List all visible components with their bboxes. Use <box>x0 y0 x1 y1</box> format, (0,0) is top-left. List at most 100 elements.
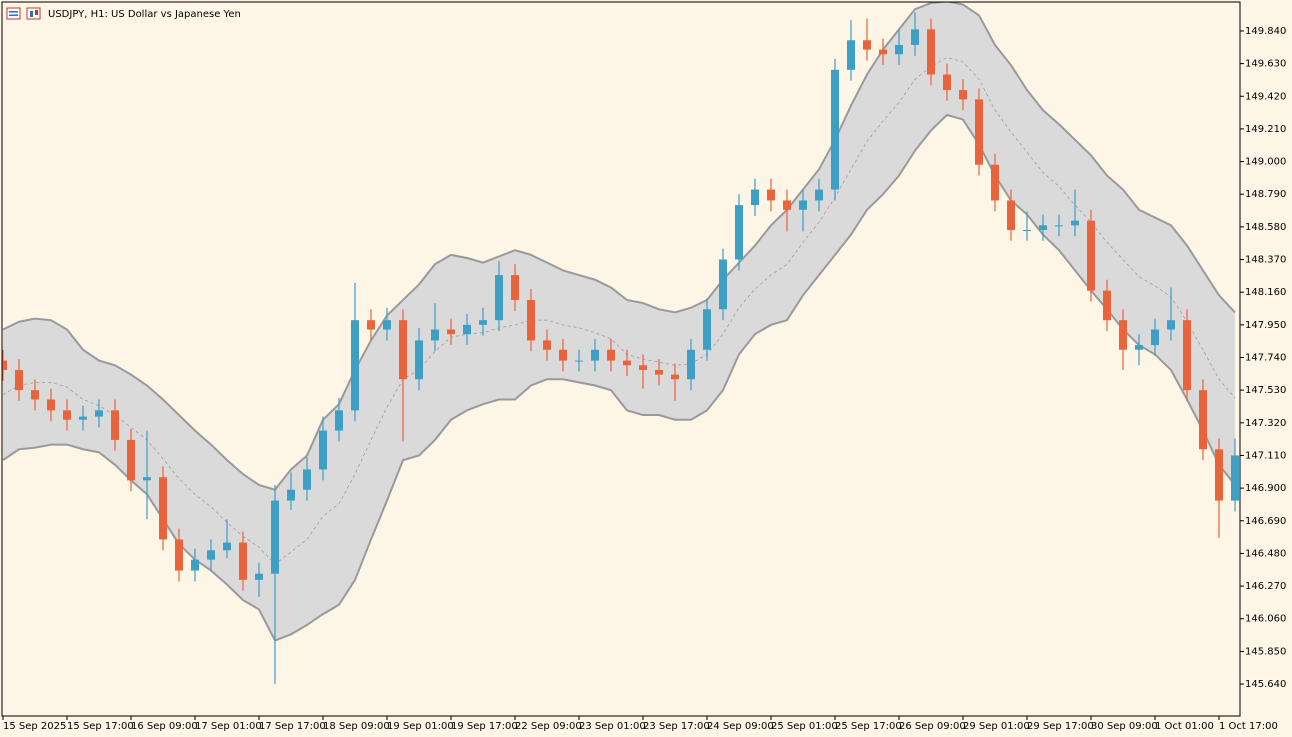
y-tick-label: 149.840 <box>1245 26 1286 37</box>
candle-body <box>159 477 167 540</box>
candle-body <box>895 44 903 55</box>
candle-body <box>879 49 887 55</box>
candle-body <box>943 74 951 91</box>
x-tick-label: 15 Sep 17:00 <box>67 721 134 732</box>
candle-body <box>143 477 151 481</box>
candle-body <box>1071 220 1079 226</box>
y-tick-label: 146.270 <box>1245 581 1286 592</box>
candle-body <box>687 349 695 380</box>
candle-body <box>623 360 631 366</box>
candle-body <box>1119 320 1127 350</box>
y-tick-label: 147.320 <box>1245 418 1286 429</box>
band-middle <box>2 56 1236 565</box>
y-tick-label: 147.950 <box>1245 320 1286 331</box>
candle-body <box>207 550 215 560</box>
candle-body <box>1231 455 1239 501</box>
y-tick-label: 146.900 <box>1245 483 1286 494</box>
icon <box>6 7 21 20</box>
candle-body <box>927 29 935 75</box>
candle-body <box>1183 320 1191 391</box>
x-tick-label: 19 Sep 17:00 <box>451 721 518 732</box>
x-tick-label: 25 Sep 17:00 <box>835 721 902 732</box>
candle-body <box>1103 290 1111 321</box>
x-tick-label: 1 Oct 17:00 <box>1219 721 1278 732</box>
candle-body <box>255 573 263 580</box>
y-tick-label: 149.630 <box>1245 59 1286 70</box>
icon <box>30 11 33 17</box>
y-tick-label: 146.480 <box>1245 548 1286 559</box>
candle-body <box>15 369 23 391</box>
x-tick-label: 29 Sep 01:00 <box>963 721 1030 732</box>
x-tick-label: 22 Sep 09:00 <box>515 721 582 732</box>
candle-body <box>1151 329 1159 346</box>
candle-body <box>191 559 199 571</box>
y-tick-label: 149.420 <box>1245 91 1286 102</box>
y-tick-label: 148.580 <box>1245 222 1286 233</box>
chart-title: USDJPY, H1: US Dollar vs Japanese Yen <box>48 9 241 20</box>
candle-body <box>447 329 455 335</box>
candle-body <box>223 542 231 551</box>
candle-body <box>63 410 71 420</box>
candle-body <box>319 430 327 470</box>
candle-body <box>79 416 87 420</box>
candle-body <box>1055 225 1063 227</box>
candle-body <box>31 390 39 400</box>
y-tick-label: 145.640 <box>1245 679 1286 690</box>
candle-body <box>1215 449 1223 501</box>
plot-area <box>2 2 1239 685</box>
band-lower <box>2 113 1236 642</box>
candle-body <box>431 329 439 341</box>
candle-body <box>975 99 983 165</box>
candle-body <box>511 275 519 300</box>
candle-body <box>175 539 183 571</box>
icon <box>9 14 18 16</box>
y-tick-label: 146.690 <box>1245 516 1286 527</box>
candle-body <box>335 410 343 431</box>
y-tick-label: 148.370 <box>1245 255 1286 266</box>
candle-body <box>655 369 663 375</box>
candle-body <box>735 205 743 260</box>
x-tick-label: 24 Sep 09:00 <box>707 721 774 732</box>
candle-body <box>751 189 759 206</box>
candle-body <box>767 189 775 201</box>
candle-body <box>543 340 551 350</box>
candle-body <box>479 320 487 325</box>
candle-body <box>415 340 423 380</box>
y-tick-label: 148.790 <box>1245 189 1286 200</box>
x-tick-label: 17 Sep 17:00 <box>259 721 326 732</box>
candle-body <box>911 29 919 45</box>
candle-body <box>991 164 999 201</box>
candle-body <box>1167 320 1175 330</box>
candle-body <box>575 360 583 362</box>
candle-body <box>847 40 855 70</box>
candle-body <box>399 320 407 380</box>
candle-body <box>527 299 535 341</box>
candle-body <box>239 542 247 580</box>
candle-body <box>303 469 311 490</box>
plot-frame <box>1 1 1241 717</box>
y-tick-label: 146.060 <box>1245 614 1286 625</box>
candle-body <box>703 309 711 350</box>
candle-body <box>607 349 615 361</box>
icon <box>26 7 41 20</box>
x-tick-label: 17 Sep 01:00 <box>195 721 262 732</box>
candle-body <box>271 500 279 574</box>
x-tick-label: 25 Sep 01:00 <box>771 721 838 732</box>
candle-body <box>463 324 471 335</box>
x-tick-label: 18 Sep 09:00 <box>323 721 390 732</box>
candle-body <box>559 349 567 361</box>
y-tick-label: 145.850 <box>1245 646 1286 657</box>
candle-body <box>495 275 503 321</box>
y-tick-label: 149.210 <box>1245 124 1286 135</box>
candle-body <box>2 360 7 370</box>
icon <box>35 10 38 15</box>
candle-body <box>959 90 967 100</box>
y-tick-label: 148.160 <box>1245 287 1286 298</box>
x-tick-label: 15 Sep 2025 <box>3 721 66 732</box>
candle-body <box>1007 200 1015 230</box>
candle-body <box>831 69 839 190</box>
candle-body <box>1135 345 1143 350</box>
x-tick-label: 30 Sep 09:00 <box>1091 721 1158 732</box>
